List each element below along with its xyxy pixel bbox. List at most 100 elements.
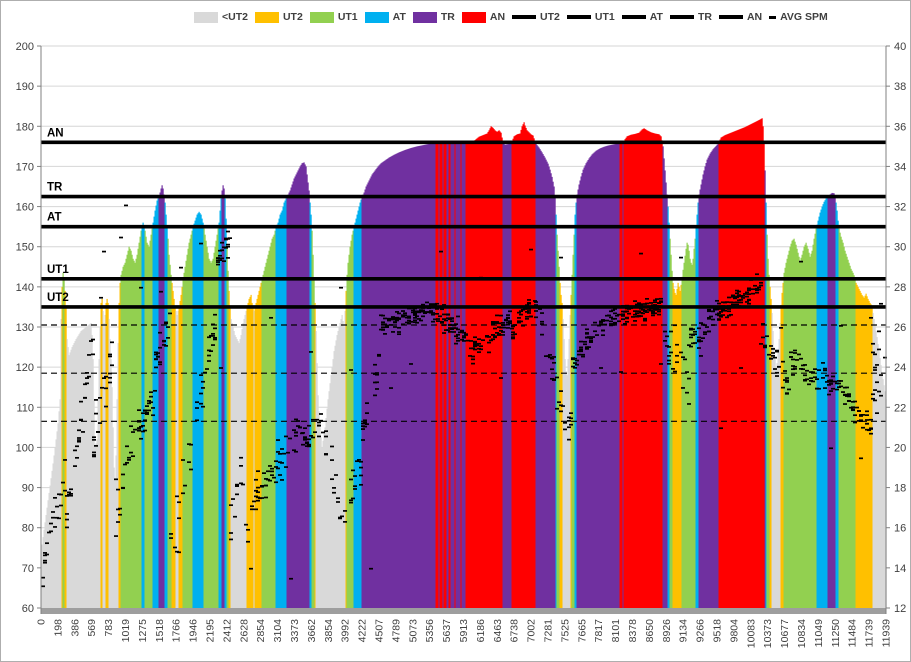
x-axis-labels: 0 198 386 569 783 1019 1275 1518 1766 1946 2195 241… [36, 619, 893, 648]
legend-label: AVG SPM [780, 11, 828, 23]
x-axis-tick: 1518 [154, 619, 166, 643]
right-axis-tick: 38 [894, 81, 906, 93]
x-axis-tick: 10834 [796, 619, 808, 648]
legend-dash-swatch [769, 15, 777, 19]
axes [40, 46, 887, 614]
legend-line-swatch [512, 15, 537, 19]
x-axis-tick: 8650 [644, 619, 656, 643]
zone-line-label-an: AN [47, 127, 64, 139]
left-axis-tick: 60 [22, 603, 34, 615]
x-axis-tick: 2195 [205, 619, 217, 643]
x-axis-tick: 4507 [374, 619, 386, 643]
legend-area-tr[interactable]: TR [412, 11, 455, 23]
left-axis-tick: 170 [16, 161, 34, 173]
legend-swatch [461, 11, 486, 23]
x-axis-tick: 9518 [712, 619, 724, 643]
left-axis-tick: 120 [16, 362, 34, 374]
right-axis-tick: 18 [894, 483, 906, 495]
left-axis-tick: 150 [16, 242, 34, 254]
right-axis-labels: 12 14 16 18 20 22 24 26 28 30 32 34 36 38 40 [886, 41, 906, 615]
left-axis-tick: 180 [16, 121, 34, 133]
legend-label: UT2 [540, 11, 560, 23]
x-axis-tick: 8926 [661, 619, 673, 643]
right-axis-tick: 40 [894, 41, 906, 53]
x-axis-tick: 1946 [188, 619, 200, 643]
legend-line-ut1[interactable]: UT1 [566, 11, 615, 23]
left-axis-tick: 140 [16, 282, 34, 294]
x-axis-tick: 11739 [864, 619, 876, 648]
legend-area-at[interactable]: AT [364, 11, 406, 23]
hr-area [40, 118, 887, 609]
x-axis-tick: 11250 [830, 619, 842, 648]
x-axis-tick: 11484 [847, 619, 859, 648]
x-axis-tick: 4789 [390, 619, 402, 643]
right-axis-tick: 16 [894, 523, 906, 535]
x-axis-tick: 8101 [610, 619, 622, 643]
x-axis-tick: 3662 [306, 619, 318, 643]
left-axis-tick: 160 [16, 202, 34, 214]
legend-swatch [309, 11, 334, 23]
x-axis-tick: 7525 [559, 619, 571, 643]
right-axis-tick: 30 [894, 242, 906, 254]
legend-area-lt-ut2[interactable]: <UT2 [194, 11, 248, 23]
zone-line-label-tr: TR [47, 182, 63, 194]
x-axis-tick: 3104 [272, 619, 284, 643]
legend-line-tr[interactable]: TR [669, 11, 712, 23]
x-axis-tick: 6463 [492, 619, 504, 643]
threshold-lines: AN TR AT UT1 UT2 [41, 127, 886, 309]
x-axis-tick: 1766 [171, 619, 183, 643]
x-axis-tick: 9804 [728, 619, 740, 643]
x-axis-tick: 11049 [813, 619, 825, 648]
legend-area-an[interactable]: AN [461, 11, 505, 23]
x-axis-tick: 783 [103, 619, 115, 637]
legend-label: AN [746, 11, 763, 23]
right-axis-tick: 24 [894, 362, 906, 374]
x-axis-tick: 5356 [424, 619, 436, 643]
zone-line-label-at: AT [47, 212, 61, 224]
legend-line-swatch [669, 15, 694, 19]
legend-label: UT1 [337, 11, 358, 23]
legend-label: TR [440, 11, 455, 23]
zone-line-label-ut1: UT1 [47, 264, 69, 276]
x-axis-tick: 8378 [627, 619, 639, 643]
legend-avg-spm[interactable]: AVG SPM [769, 11, 828, 23]
legend-line-an[interactable]: AN [718, 11, 763, 23]
legend-line-ut2[interactable]: UT2 [512, 11, 560, 23]
x-axis-tick: 7665 [576, 619, 588, 643]
x-axis-tick: 7281 [543, 619, 555, 643]
left-axis-tick: 130 [16, 322, 34, 334]
avg-spm-lines [41, 324, 886, 422]
x-axis-tick: 2854 [255, 619, 267, 643]
x-axis-tick: 3373 [289, 619, 301, 643]
x-axis-tick: 386 [69, 619, 81, 637]
x-axis-tick: 2412 [221, 619, 233, 643]
legend-swatch [194, 11, 218, 23]
legend-area-ut2[interactable]: UT2 [254, 11, 303, 23]
x-axis-tick: 3992 [340, 619, 352, 643]
right-axis-tick: 32 [894, 202, 906, 214]
right-axis-tick: 36 [894, 121, 906, 133]
right-axis-tick: 22 [894, 402, 906, 414]
right-axis-tick: 14 [894, 563, 906, 575]
x-axis-tick: 9134 [678, 619, 690, 643]
right-axis-tick: 12 [894, 603, 906, 615]
x-axis-tick: 1275 [137, 619, 149, 643]
spm-dot-series [41, 204, 887, 588]
right-axis-tick: 34 [894, 161, 906, 173]
x-axis-tick: 0 [36, 619, 48, 625]
zone-line-label-ut2: UT2 [47, 292, 69, 304]
x-axis-tick: 9266 [695, 619, 707, 643]
left-axis-tick: 200 [16, 41, 34, 53]
legend-area-ut1[interactable]: UT1 [309, 11, 358, 23]
legend-label: TR [697, 11, 712, 23]
legend-line-at[interactable]: AT [621, 11, 663, 23]
x-axis-tick: 10373 [762, 619, 774, 648]
x-axis-tick: 2628 [238, 619, 250, 643]
left-axis-labels: 60 70 80 90 100 110 120 130 140 150 160 170 180 190 20… [16, 41, 41, 615]
left-axis-tick: 90 [22, 483, 34, 495]
x-axis-tick: 5913 [458, 619, 470, 643]
x-axis-tick: 6186 [475, 619, 487, 643]
legend-label: <UT2 [222, 11, 248, 23]
